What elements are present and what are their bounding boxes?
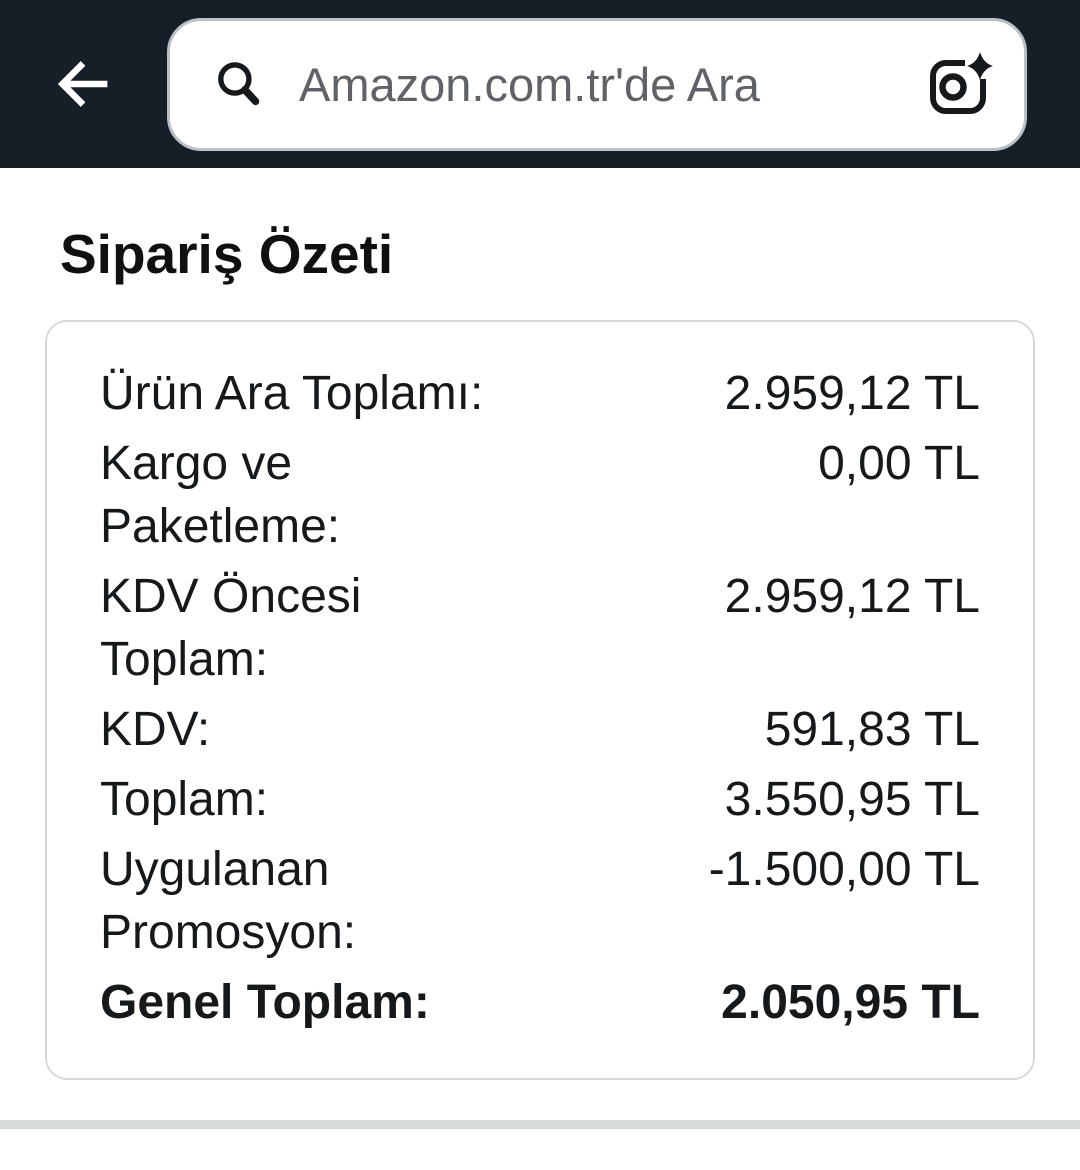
summary-row-value: 3.550,95 TL (724, 773, 980, 826)
section-divider (0, 1120, 1080, 1129)
summary-row-label: Uygulanan Promosyon: (100, 843, 357, 959)
page-title: Sipariş Özeti (60, 223, 394, 285)
summary-row-value: 2.050,95 TL (721, 976, 980, 1029)
camera-search-button[interactable] (920, 52, 1004, 116)
summary-row-kdv: KDV: 591,83 TL (100, 698, 980, 761)
search-bar[interactable] (167, 17, 1027, 151)
summary-row-label: Ürün Ara Toplamı: (100, 367, 484, 420)
order-summary-card: Ürün Ara Toplamı: 2.959,12 TL Kargo ve P… (45, 320, 1035, 1080)
summary-row-label: Toplam: (100, 773, 269, 826)
summary-row-value: 591,83 TL (764, 703, 980, 756)
summary-row-value: -1.500,00 TL (708, 843, 980, 896)
search-input[interactable] (299, 56, 920, 112)
summary-row-kdv-oncesi-toplam: KDV Öncesi Toplam: 2.959,12 TL (100, 565, 980, 691)
summary-row-urun-ara-toplami: Ürün Ara Toplamı: 2.959,12 TL (100, 362, 980, 425)
summary-row-genel-toplam: Genel Toplam: 2.050,95 TL (100, 971, 980, 1034)
summary-row-label: Kargo ve Paketleme: (100, 437, 341, 553)
summary-row-uygulanan-promosyon: Uygulanan Promosyon: -1.500,00 TL (100, 838, 980, 964)
back-button[interactable] (0, 0, 167, 168)
summary-row-value: 0,00 TL (818, 437, 980, 490)
summary-row-label: Genel Toplam: (100, 976, 430, 1029)
summary-row-label: KDV Öncesi Toplam: (100, 570, 362, 686)
app-header (0, 0, 1080, 168)
summary-row-value: 2.959,12 TL (724, 570, 980, 623)
summary-row-value: 2.959,12 TL (724, 367, 980, 420)
summary-row-kargo-paketleme: Kargo ve Paketleme: 0,00 TL (100, 432, 980, 558)
summary-row-label: KDV: (100, 703, 211, 756)
arrow-left-icon (54, 55, 114, 113)
search-icon (215, 59, 263, 109)
camera-sparkle-icon (928, 52, 996, 116)
summary-row-toplam: Toplam: 3.550,95 TL (100, 768, 980, 831)
